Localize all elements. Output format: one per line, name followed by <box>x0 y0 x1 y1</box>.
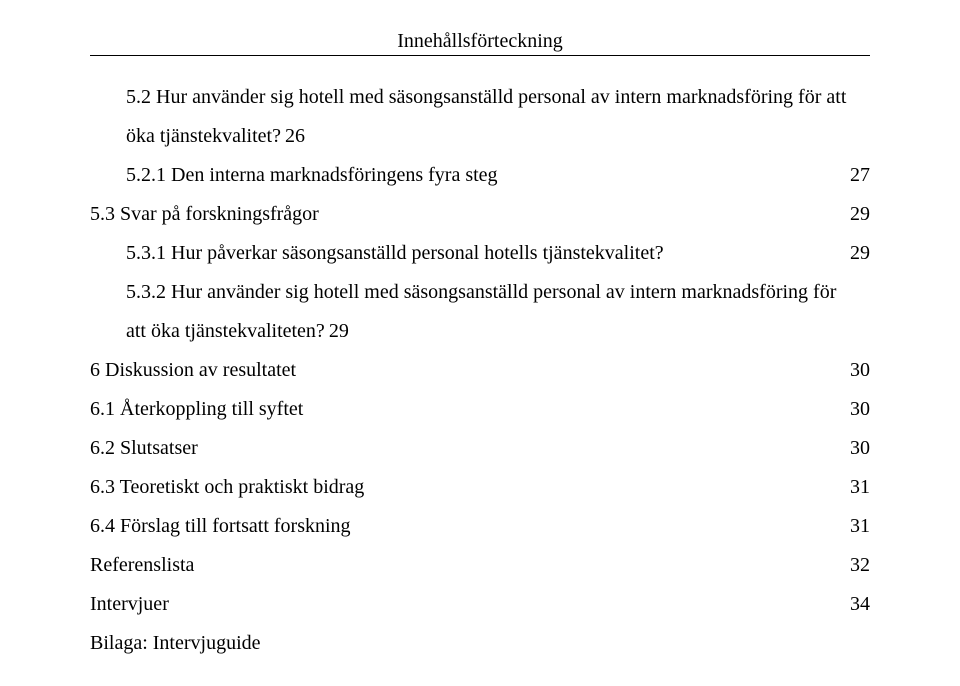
toc-entry-line2: att öka tjänstekvaliteten?29 <box>126 312 349 351</box>
toc-label: 6.3 Teoretiskt och praktiskt bidrag <box>90 468 364 507</box>
toc-label: 5.2 Hur använder sig hotell med säsongsa… <box>126 78 846 117</box>
toc-entry-line2: öka tjänstekvalitet?26 <box>126 117 305 156</box>
toc-label: att öka tjänstekvaliteten? <box>126 312 325 351</box>
toc-page-number: 30 <box>850 429 870 468</box>
toc-entry: 5.3.1 Hur påverkar säsongsanställd perso… <box>90 234 870 273</box>
toc-entry: Referenslista 32 <box>90 546 870 585</box>
page-title: Innehållsförteckning <box>90 30 870 53</box>
toc-page-number: 30 <box>850 351 870 390</box>
toc-entry: 6.1 Återkoppling till syftet 30 <box>90 390 870 429</box>
toc-label: Referenslista <box>90 546 194 585</box>
document-page: Innehållsförteckning 5.2 Hur använder si… <box>0 0 960 683</box>
toc-page-number: 27 <box>850 156 870 195</box>
toc-page-number: 32 <box>850 546 870 585</box>
toc-entry: 5.3.2 Hur använder sig hotell med säsong… <box>90 273 870 351</box>
toc-page-number: 29 <box>329 312 349 351</box>
toc-label: 5.2.1 Den interna marknadsföringens fyra… <box>126 156 498 195</box>
toc-entry: 5.3 Svar på forskningsfrågor 29 <box>90 195 870 234</box>
toc-page-number: 29 <box>850 234 870 273</box>
toc-label: 5.3.2 Hur använder sig hotell med säsong… <box>126 273 836 312</box>
toc-entry: 6.2 Slutsatser 30 <box>90 429 870 468</box>
toc-entry: 5.2 Hur använder sig hotell med säsongsa… <box>90 78 870 156</box>
toc-entry: 6.3 Teoretiskt och praktiskt bidrag 31 <box>90 468 870 507</box>
toc-page-number: 31 <box>850 468 870 507</box>
title-rule <box>90 55 870 56</box>
toc-label: 6.2 Slutsatser <box>90 429 198 468</box>
toc-label: 6.1 Återkoppling till syftet <box>90 390 303 429</box>
toc-page-number: 29 <box>850 195 870 234</box>
toc-label: 5.3 Svar på forskningsfrågor <box>90 195 319 234</box>
toc-label: Intervjuer <box>90 585 169 624</box>
toc-entry: 6.4 Förslag till fortsatt forskning 31 <box>90 507 870 546</box>
toc-label: 6.4 Förslag till fortsatt forskning <box>90 507 351 546</box>
toc-entry: 5.2.1 Den interna marknadsföringens fyra… <box>90 156 870 195</box>
toc-page-number: 34 <box>850 585 870 624</box>
toc-label: 5.3.1 Hur påverkar säsongsanställd perso… <box>126 234 664 273</box>
toc-entry: 6 Diskussion av resultatet 30 <box>90 351 870 390</box>
toc-entry: Intervjuer 34 <box>90 585 870 624</box>
toc-page-number: 30 <box>850 390 870 429</box>
toc-label: Bilaga: Intervjuguide <box>90 624 261 663</box>
toc-label: 6 Diskussion av resultatet <box>90 351 296 390</box>
table-of-contents: 5.2 Hur använder sig hotell med säsongsa… <box>90 78 870 663</box>
toc-page-number: 31 <box>850 507 870 546</box>
toc-label: öka tjänstekvalitet? <box>126 117 281 156</box>
toc-page-number: 26 <box>285 117 305 156</box>
toc-entry: Bilaga: Intervjuguide <box>90 624 870 663</box>
